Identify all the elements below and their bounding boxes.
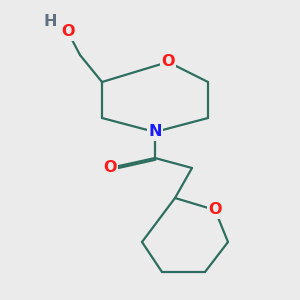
Text: N: N — [148, 124, 162, 140]
Text: H: H — [43, 14, 57, 29]
Text: O: O — [103, 160, 117, 175]
Text: O: O — [208, 202, 222, 217]
Text: O: O — [61, 25, 75, 40]
Text: O: O — [161, 55, 175, 70]
